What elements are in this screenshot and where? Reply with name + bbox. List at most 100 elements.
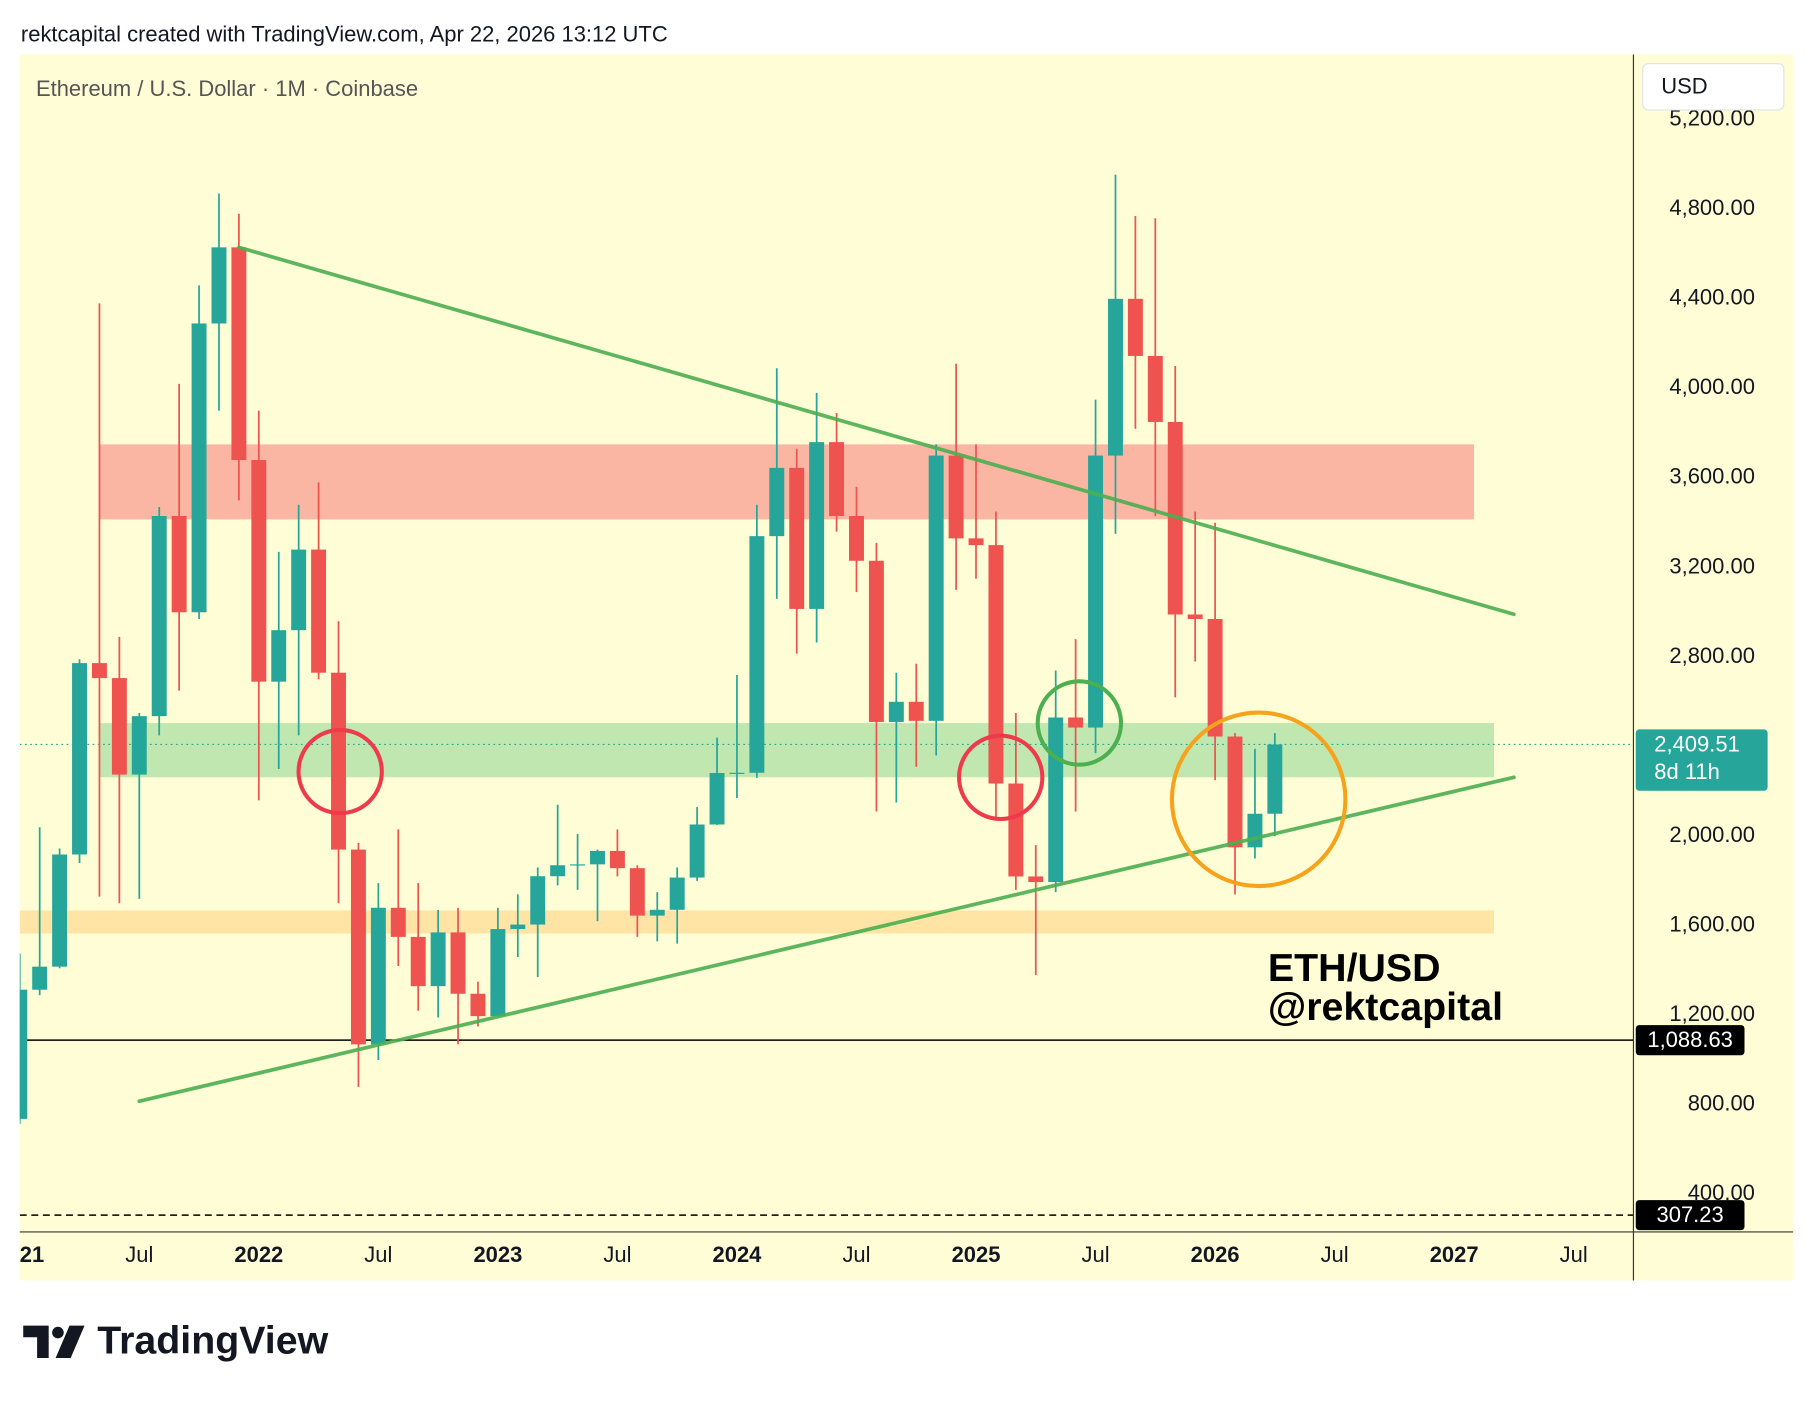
circle [296,727,384,816]
candle-body [291,549,307,631]
candle-body [251,460,267,682]
button-box[interactable] [1642,63,1785,111]
zone [99,723,1494,778]
candle-body [470,993,486,1017]
watermark: ETH/USD [1268,946,1441,990]
x-tick-label: Jul [125,1242,153,1267]
logo-mark [52,1326,64,1339]
circle [957,733,1045,822]
candle-body [211,247,227,324]
candle-body [1048,717,1064,883]
candle-body [988,545,1004,784]
candle-body [1008,783,1024,877]
candle-body [849,516,864,561]
candle-body [52,854,68,967]
y-tick-label: 4,400.00 [1669,285,1755,310]
zone [19,910,1494,934]
watermark: @rektcapital [1268,985,1503,1029]
x-tick-label: Jul [603,1242,631,1267]
brand-logo: TradingView [23,1318,329,1362]
candle-body [968,538,984,546]
x-tick-label: 2022 [234,1242,283,1267]
candle-body [769,467,785,537]
price-tag [1635,1025,1745,1056]
x-tick-label: Jul [1082,1242,1110,1267]
x-tick-label: 2023 [473,1242,522,1267]
candle-body [1108,298,1123,456]
candle-body [550,865,566,877]
candle-body [649,909,665,916]
price-labels: 1,088.63 307.23 2,409.51 8d 11h [1635,729,1768,1231]
candle-body [390,907,406,937]
candle-body [1028,876,1044,883]
candle-body [430,932,446,987]
candle-body [171,516,187,613]
candle-body [928,455,944,721]
candle-body [311,549,327,673]
button-label[interactable]: USD [1661,74,1707,99]
circle [1035,679,1124,767]
chart-title: Ethereum / U.S. Dollar · 1M · Coinbase [36,76,418,101]
y-tick-label: 4,800.00 [1669,195,1755,220]
candle-body [590,850,605,865]
candle-body [570,864,586,866]
candle-body [789,467,805,609]
candle-body [111,678,127,775]
y-tick-label: 3,200.00 [1669,553,1755,578]
candle-body [809,442,825,609]
candle-body [729,772,745,774]
candle-body [151,516,167,717]
candle-body [19,989,28,1119]
candle-body [669,877,685,910]
y-tick-label: 2,000.00 [1669,822,1755,847]
candle-body [829,442,845,517]
candle-body [32,966,48,990]
candle-body [948,455,964,539]
plot [19,174,1634,1216]
candle-body [72,663,87,855]
x-tick-label: 2021 [0,1242,44,1267]
x-axis: 2021 Jul 2022 Jul 2023 Jul 2024 Jul 2025 Jul 2026 J… [0,1242,1588,1267]
candle-body [689,824,705,878]
candle-body [450,932,466,994]
candle-body [510,924,526,930]
y-tick-label: 800.00 [1688,1091,1755,1116]
circle [1169,710,1348,889]
candle-body [490,929,506,1017]
x-tick-label: 2027 [1430,1242,1479,1267]
zone [99,444,1475,520]
x-tick-label: Jul [842,1242,870,1267]
y-tick-label: 1,600.00 [1669,911,1755,936]
candle-body [1127,298,1143,356]
header: rektcapital created with TradingView.com… [21,22,668,47]
logo-mark [23,1325,49,1359]
trendline [137,775,1516,1104]
y-tick-label: 2,800.00 [1669,643,1755,668]
candle-body [331,672,346,850]
logo-mark [55,1325,85,1359]
candle-body [888,701,904,722]
x-tick-label: 2025 [952,1242,1001,1267]
candle-body [908,701,924,721]
x-tick-label: Jul [1560,1242,1588,1267]
x-tick-label: Jul [364,1242,392,1267]
candle-body [709,773,725,825]
price-tag-label: 1,088.63 [1647,1027,1733,1052]
brand: TradingView [97,1318,328,1362]
candle-body [530,876,546,925]
annotations: ETH/USD @rektcapital [296,679,1503,1029]
candle-body [131,716,147,775]
candle-body [1227,736,1243,848]
currency-button[interactable]: USD [1642,63,1785,111]
y-tick-label: 3,600.00 [1669,464,1755,489]
x-tick-label: 2026 [1191,1242,1240,1267]
candle-body [271,630,287,682]
candle-body [370,907,386,1045]
x-tick-label: Jul [1321,1242,1349,1267]
last-price-tag [1635,729,1768,791]
candle-body [1187,614,1203,619]
candle-body [868,560,884,722]
y-tick-label: 1,200.00 [1669,1001,1755,1026]
